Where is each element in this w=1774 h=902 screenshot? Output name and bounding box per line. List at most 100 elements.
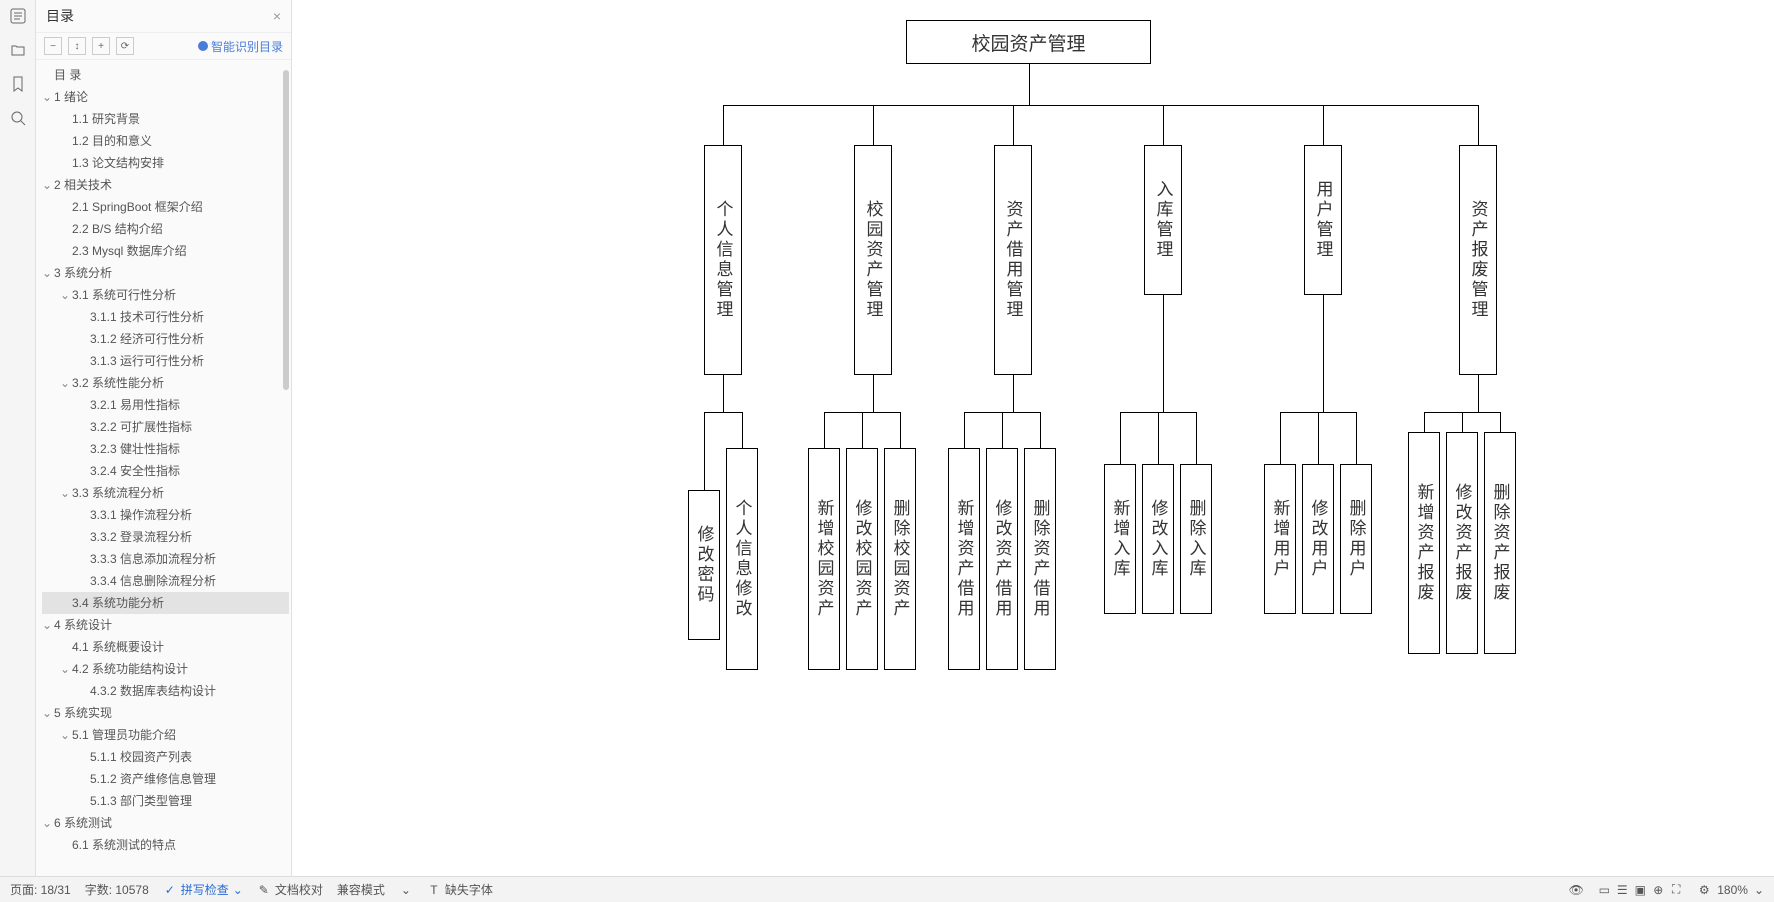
toc-item[interactable]: 1 绪论 <box>42 86 289 108</box>
toc-item[interactable]: 6.1 系统测试的特点 <box>42 834 289 856</box>
toc-item[interactable]: 2.2 B/S 结构介绍 <box>42 218 289 240</box>
toc-item[interactable]: 3.2 系统性能分析 <box>42 372 289 394</box>
web-view-icon[interactable]: ⊕ <box>1651 883 1665 897</box>
toc-item[interactable]: 2.1 SpringBoot 框架介绍 <box>42 196 289 218</box>
page-indicator[interactable]: 页面: 18/31 <box>10 881 71 898</box>
toc-item[interactable]: 3.2.2 可扩展性指标 <box>42 416 289 438</box>
toc-item[interactable]: 3.4 系统功能分析 <box>42 592 289 614</box>
diagram-connector <box>1013 375 1014 412</box>
spellcheck-button[interactable]: ✓ 拼写检查 ⌄ <box>163 881 243 898</box>
diagram-connector <box>1356 412 1357 464</box>
diagram-connector <box>1478 375 1479 412</box>
diagram-node: 删除资产借用 <box>1024 448 1056 670</box>
toc-tree[interactable]: 目 录1 绪论1.1 研究背景1.2 目的和意义1.3 论文结构安排2 相关技术… <box>36 60 291 876</box>
expand-sibling-icon[interactable]: ↕ <box>68 37 86 55</box>
folder-icon[interactable] <box>8 40 28 60</box>
diagram-connector <box>1158 412 1159 464</box>
toc-item[interactable]: 3.2.1 易用性指标 <box>42 394 289 416</box>
toc-item[interactable]: 1.1 研究背景 <box>42 108 289 130</box>
toc-item[interactable]: 1.2 目的和意义 <box>42 130 289 152</box>
toc-item[interactable]: 4.1 系统概要设计 <box>42 636 289 658</box>
close-icon[interactable]: × <box>273 8 281 24</box>
diagram-connector <box>900 412 901 448</box>
zoom-label[interactable]: 180% <box>1717 883 1748 897</box>
toc-item[interactable]: 3.1.1 技术可行性分析 <box>42 306 289 328</box>
smart-toc-button[interactable]: 智能识别目录 <box>198 38 283 55</box>
toc-item[interactable]: 5.1.1 校园资产列表 <box>42 746 289 768</box>
toc-item[interactable]: 3.2.3 健壮性指标 <box>42 438 289 460</box>
toc-item[interactable]: 4.3.2 数据库表结构设计 <box>42 680 289 702</box>
missing-font-button[interactable]: T 缺失字体 <box>427 881 493 898</box>
diagram-connector <box>1163 295 1164 412</box>
diagram-connector <box>1280 412 1281 464</box>
diagram-connector <box>723 375 724 412</box>
diagram-node: 删除用户 <box>1340 464 1372 614</box>
toc-item[interactable]: 3.3.4 信息删除流程分析 <box>42 570 289 592</box>
diagram-connector <box>862 412 863 448</box>
diagram-connector <box>723 105 1478 106</box>
expand-all-icon[interactable]: + <box>92 37 110 55</box>
spellcheck-label: 拼写检查 <box>181 881 229 898</box>
search-icon[interactable] <box>8 108 28 128</box>
diagram-connector <box>1040 412 1041 448</box>
toc-item[interactable]: 5.1.2 资产维修信息管理 <box>42 768 289 790</box>
diagram-connector <box>704 412 742 413</box>
collapse-all-icon[interactable]: − <box>44 37 62 55</box>
gear-icon[interactable]: ⚙ <box>1697 883 1711 897</box>
toc-item[interactable]: 5.1 管理员功能介绍 <box>42 724 289 746</box>
toc-item[interactable]: 2.3 Mysql 数据库介绍 <box>42 240 289 262</box>
toc-item[interactable]: 5 系统实现 <box>42 702 289 724</box>
scrollbar[interactable] <box>283 70 289 390</box>
proofread-button[interactable]: ✎ 文档校对 <box>257 881 323 898</box>
content-area: 校园资产管理个人信息管理修改密码个人信息修改校园资产管理新增校园资产修改校园资产… <box>292 0 1774 876</box>
compat-chevron-icon[interactable]: ⌄ <box>399 883 413 897</box>
toc-item[interactable]: 4 系统设计 <box>42 614 289 636</box>
toc-item[interactable]: 3.3 系统流程分析 <box>42 482 289 504</box>
diagram-connector <box>964 412 965 448</box>
read-view-icon[interactable]: ▣ <box>1633 883 1647 897</box>
diagram-node: 新增入库 <box>1104 464 1136 614</box>
diagram-node: 修改入库 <box>1142 464 1174 614</box>
toc-item[interactable]: 3.3.1 操作流程分析 <box>42 504 289 526</box>
page-view-icon[interactable]: ▭ <box>1597 883 1611 897</box>
zoom-control: ⚙ 180% ⌄ <box>1697 883 1764 897</box>
view-mode-group: ▭ ☰ ▣ ⊕ ⛶ <box>1597 883 1683 897</box>
fullscreen-icon[interactable]: ⛶ <box>1669 883 1683 897</box>
org-chart-diagram: 校园资产管理个人信息管理修改密码个人信息修改校园资产管理新增校园资产修改校园资产… <box>348 10 1718 730</box>
diagram-node: 删除资产报废 <box>1484 432 1516 654</box>
diagram-connector <box>1013 105 1014 145</box>
toc-item[interactable]: 3.3.2 登录流程分析 <box>42 526 289 548</box>
statusbar: 页面: 18/31 字数: 10578 ✓ 拼写检查 ⌄ ✎ 文档校对 兼容模式… <box>0 876 1774 902</box>
toc-item[interactable]: 4.2 系统功能结构设计 <box>42 658 289 680</box>
outline-view-icon[interactable]: ☰ <box>1615 883 1629 897</box>
toc-item[interactable]: 3.1 系统可行性分析 <box>42 284 289 306</box>
diagram-node: 新增用户 <box>1264 464 1296 614</box>
word-count[interactable]: 字数: 10578 <box>85 881 149 898</box>
toc-item[interactable]: 3.3.3 信息添加流程分析 <box>42 548 289 570</box>
toc-item[interactable]: 1.3 论文结构安排 <box>42 152 289 174</box>
toc-item[interactable]: 3.1.3 运行可行性分析 <box>42 350 289 372</box>
diagram-node: 个人信息管理 <box>704 145 742 375</box>
toc-item[interactable]: 3.1.2 经济可行性分析 <box>42 328 289 350</box>
toc-item[interactable]: 6 系统测试 <box>42 812 289 834</box>
eye-icon[interactable]: 👁 <box>1569 883 1583 897</box>
diagram-connector <box>1323 295 1324 412</box>
toc-icon[interactable] <box>8 6 28 26</box>
toc-item[interactable]: 3.2.4 安全性指标 <box>42 460 289 482</box>
diagram-node: 个人信息修改 <box>726 448 758 670</box>
chevron-down-icon: ⌄ <box>233 883 243 897</box>
toc-item[interactable]: 3 系统分析 <box>42 262 289 284</box>
diagram-node: 修改校园资产 <box>846 448 878 670</box>
refresh-icon[interactable]: ⟳ <box>116 37 134 55</box>
compat-mode[interactable]: 兼容模式 <box>337 881 385 898</box>
toc-item[interactable]: 5.1.3 部门类型管理 <box>42 790 289 812</box>
diagram-connector <box>1120 412 1121 464</box>
diagram-connector <box>873 375 874 412</box>
diagram-node: 删除入库 <box>1180 464 1212 614</box>
diagram-node: 校园资产管理 <box>906 20 1151 64</box>
zoom-chevron-icon[interactable]: ⌄ <box>1754 883 1764 897</box>
missing-font-label: 缺失字体 <box>445 881 493 898</box>
toc-item[interactable]: 目 录 <box>42 64 289 86</box>
bookmark-icon[interactable] <box>8 74 28 94</box>
toc-item[interactable]: 2 相关技术 <box>42 174 289 196</box>
